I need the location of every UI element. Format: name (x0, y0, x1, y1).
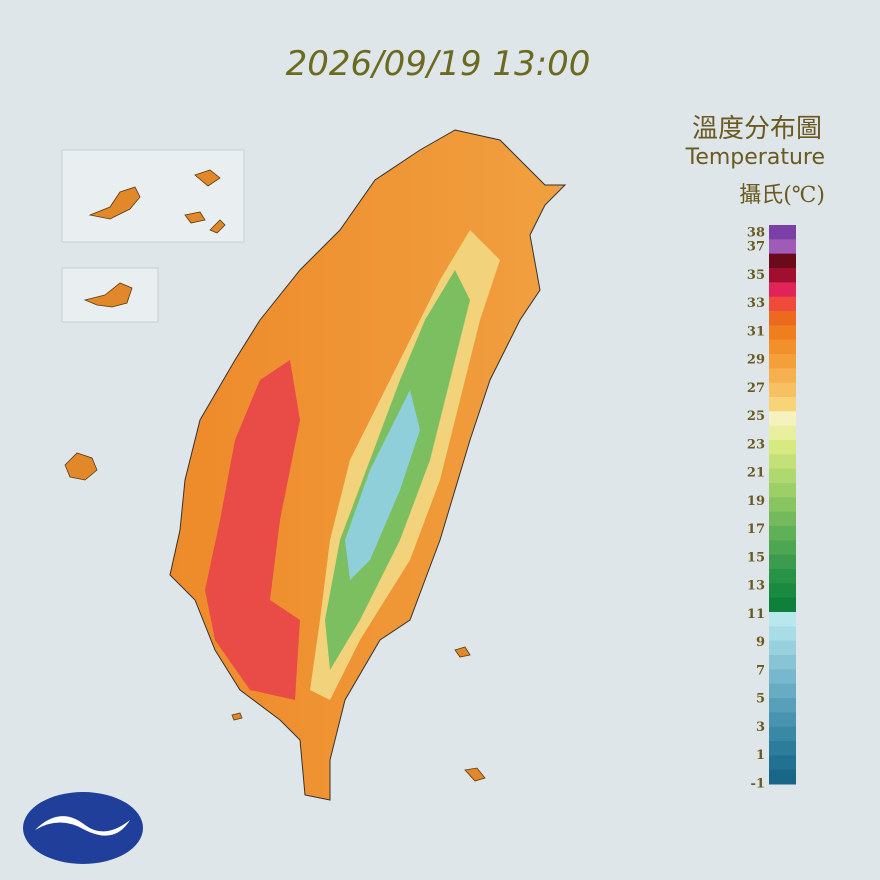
legend-title: 溫度分布圖 (692, 114, 822, 144)
hot-zone (205, 360, 300, 700)
legend-band (769, 669, 796, 685)
legend-band (769, 225, 796, 240)
legend-band (769, 583, 796, 599)
legend-band (769, 698, 796, 713)
legend-band (769, 626, 796, 642)
legend-band (769, 411, 796, 427)
legend-band (769, 397, 796, 412)
legend-band (769, 755, 796, 771)
legend-tick-label: 35 (747, 268, 765, 283)
legend-tick-label: 19 (747, 494, 765, 509)
legend-tick-label: 5 (756, 692, 765, 707)
legend-band (769, 268, 796, 283)
islands (83, 282, 133, 308)
legend-band (769, 425, 796, 441)
legend-tick-label: 27 (747, 381, 765, 396)
legend-tick-label: 11 (747, 607, 765, 622)
legend-tick-label: 7 (756, 663, 765, 678)
legend-band (769, 253, 796, 269)
legend-tick-label: 29 (747, 353, 765, 368)
legend-band (769, 526, 796, 541)
legend-band (769, 683, 796, 699)
legend-unit: 攝氏(℃) (739, 183, 825, 208)
legend-band (769, 239, 796, 255)
legend-tick-label: 38 (747, 226, 765, 241)
legend-band (769, 655, 796, 670)
cool-zone (345, 390, 420, 580)
legend-band (769, 612, 796, 627)
legend-tick-label: 33 (747, 296, 765, 311)
legend-band (769, 569, 796, 584)
logo-swirl (35, 816, 130, 836)
legend-tick-label: 37 (747, 240, 765, 255)
legend-band (769, 741, 796, 756)
legend-band (769, 540, 796, 556)
legend-band (769, 311, 796, 326)
legend-band (769, 368, 796, 384)
legend-band (769, 483, 796, 498)
legend-band (769, 354, 796, 369)
legend-band (769, 712, 796, 728)
legend-band (769, 511, 796, 527)
legend-tick-label: 31 (747, 324, 765, 339)
legend-tick-label: 3 (756, 720, 765, 735)
legend-band (769, 454, 796, 470)
legend-band (769, 554, 796, 570)
legend-band (769, 597, 796, 613)
legend-subtitle: Temperature (685, 145, 825, 170)
legend-band (769, 769, 796, 785)
legend-tick-label: 21 (747, 466, 765, 481)
legend-band (769, 497, 796, 513)
legend-tick-label: -1 (751, 777, 765, 792)
legend-band (769, 440, 796, 455)
legend-band (769, 640, 796, 656)
islands (88, 169, 226, 234)
legend-band (769, 296, 796, 312)
legend-tick-label: 1 (756, 748, 765, 763)
legend-band (769, 468, 796, 484)
legend-band (769, 339, 796, 355)
legend-tick-label: 17 (747, 522, 765, 537)
legend-band (769, 726, 796, 742)
legend-tick-label: 23 (747, 437, 765, 452)
legend-band (769, 282, 796, 298)
legend-tick-label: 9 (756, 635, 765, 650)
legend-band (769, 325, 796, 341)
legend-tick-label: 13 (747, 579, 765, 594)
islets (231, 646, 486, 782)
legend-band (769, 382, 796, 398)
legend-tick-label: 25 (747, 409, 765, 424)
legend-tick-label: 15 (747, 550, 765, 565)
inset-box (61, 267, 159, 323)
timestamp: 2026/09/19 13:00 (286, 44, 591, 84)
penghu (64, 452, 98, 481)
